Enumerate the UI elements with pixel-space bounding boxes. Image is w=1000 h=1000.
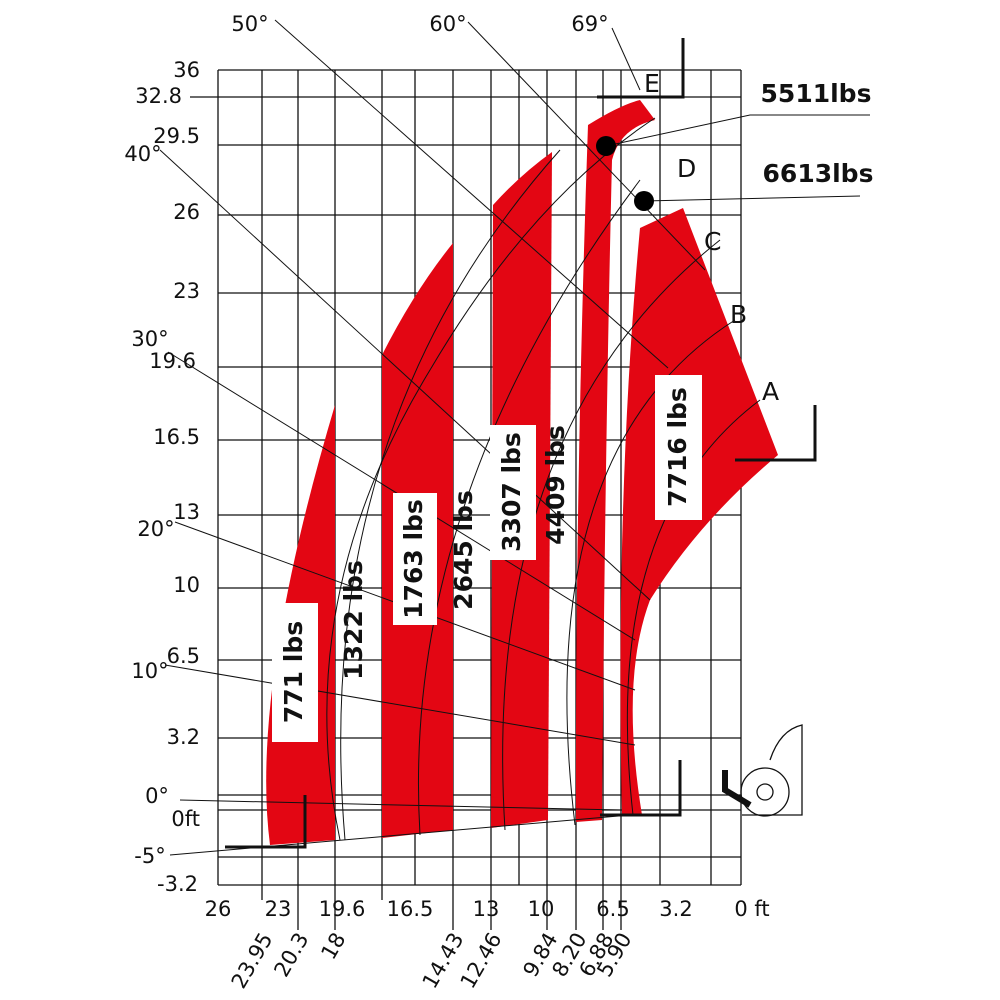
load-label: 7716 lbs xyxy=(663,387,692,507)
reach-label: 19.6 xyxy=(319,897,366,921)
height-label: 16.5 xyxy=(153,425,200,449)
leaders xyxy=(605,114,870,202)
load-label: 2645 lbs xyxy=(449,490,478,610)
reach-label: 0 ft xyxy=(734,897,769,921)
load-label: 4409 lbs xyxy=(541,425,570,545)
height-label: 10 xyxy=(173,573,200,597)
load-reach-label: 20.3 xyxy=(269,929,313,982)
boom-position: B xyxy=(730,300,747,329)
angle-label: 40° xyxy=(124,142,161,166)
angle-label: -5° xyxy=(134,844,165,868)
reach-labels: 26 23 19.6 16.5 13 10 6.5 3.2 0 ft xyxy=(205,897,770,921)
load-point xyxy=(596,136,616,156)
load-label: 1763 lbs xyxy=(399,499,428,619)
height-label: 23 xyxy=(173,279,200,303)
height-label: 19.6 xyxy=(149,349,196,373)
angle-labels: 50° 60° 69° 40° 30° 20° 10° 0° -5° xyxy=(124,12,608,868)
load-reach-labels: 23.95 20.3 18 14.43 12.46 9.84 8.20 6.88… xyxy=(227,929,637,993)
height-label: 29.5 xyxy=(153,124,200,148)
load-labels: 771 lbs 1322 lbs 1763 lbs 2645 lbs 3307 … xyxy=(279,79,873,723)
boom-position: D xyxy=(677,154,696,183)
boom-position: E xyxy=(644,69,660,98)
reach-label: 10 xyxy=(528,897,555,921)
boom-position: C xyxy=(704,227,721,256)
load-label: 6613lbs xyxy=(763,159,874,188)
load-label: 3307 lbs xyxy=(497,432,526,552)
reach-label: 13 xyxy=(473,897,500,921)
reach-label: 3.2 xyxy=(659,897,692,921)
angle-label: 50° xyxy=(231,12,268,36)
boom-positions: E D C B A xyxy=(644,69,779,406)
height-label: 26 xyxy=(173,200,200,224)
reach-label: 26 xyxy=(205,897,232,921)
height-label: 6.5 xyxy=(167,644,200,668)
boom-position: A xyxy=(762,377,779,406)
angle-lines xyxy=(159,19,761,856)
machine xyxy=(722,724,803,817)
height-label: 13 xyxy=(173,500,200,524)
angle-label: 30° xyxy=(131,327,168,351)
forks xyxy=(225,38,817,849)
height-label: 36 xyxy=(173,58,200,82)
angle-label: 0° xyxy=(145,784,169,808)
reach-label: 16.5 xyxy=(387,897,434,921)
height-label: 0ft xyxy=(171,807,200,831)
height-labels: 36 32.8 29.5 26 23 19.6 16.5 13 10 6.5 3… xyxy=(135,58,200,896)
load-reach-label: 23.95 xyxy=(227,929,278,993)
load-boxes xyxy=(272,375,702,742)
load-label: 1322 lbs xyxy=(339,560,368,680)
load-point xyxy=(634,191,654,211)
height-label: 3.2 xyxy=(167,725,200,749)
angle-label: 69° xyxy=(571,12,608,36)
height-label: -3.2 xyxy=(157,872,198,896)
angle-label: 10° xyxy=(131,659,168,683)
load-label: 5511lbs xyxy=(761,79,872,108)
load-reach-label: 18 xyxy=(316,929,350,964)
height-label: 32.8 xyxy=(135,84,182,108)
load-label: 771 lbs xyxy=(279,621,308,723)
reach-label: 23 xyxy=(265,897,292,921)
angle-label: 20° xyxy=(137,517,174,541)
reach-label: 6.5 xyxy=(596,897,629,921)
angle-label: 60° xyxy=(429,12,466,36)
